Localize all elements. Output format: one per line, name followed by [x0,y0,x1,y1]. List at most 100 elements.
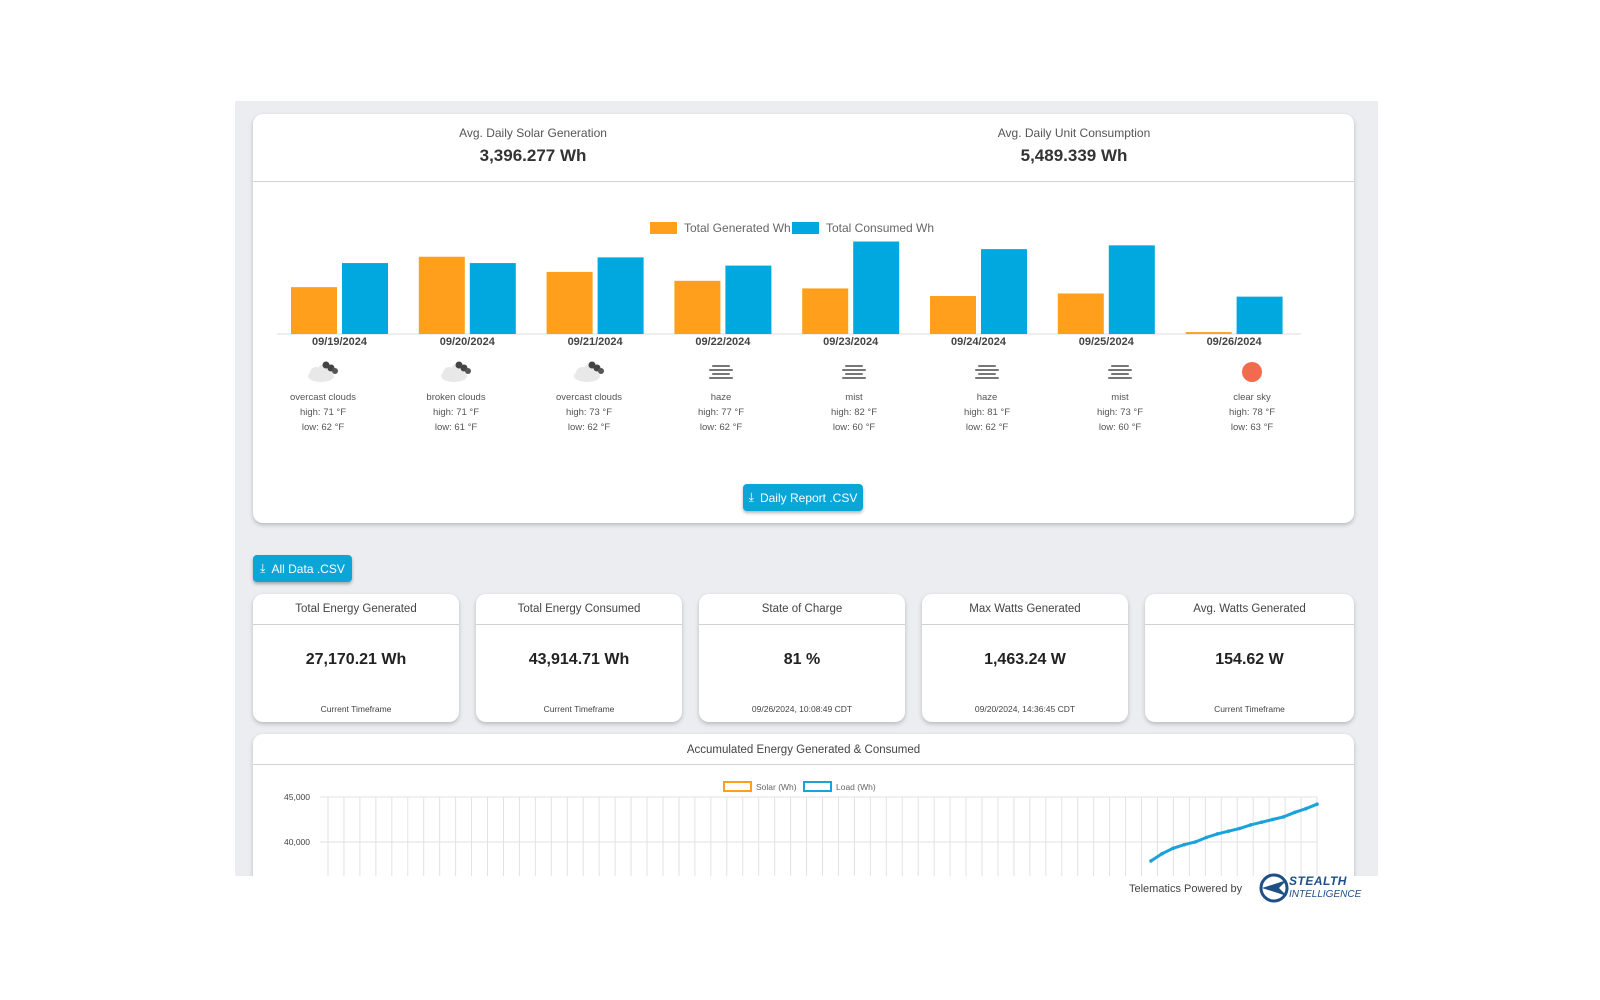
bar-consumed-1[interactable] [469,263,516,334]
accumulated-chart-title: Accumulated Energy Generated & Consumed [686,744,921,756]
weather-description: overcast clouds [555,392,622,403]
stat-value: 27,170.21 Wh [305,651,407,668]
weather-day: overcast clouds high: 73 °F low: 62 °F [534,359,644,435]
bar-consumed-2[interactable] [597,257,644,334]
mist-icon [799,359,909,385]
stat-value: 43,914.71 Wh [528,651,630,668]
weather-high: high: 73 °F [565,407,613,418]
date-label: 09/23/2024 [823,336,879,348]
load-series-point[interactable] [1182,842,1186,847]
bar-generated-0[interactable] [291,287,337,334]
stat-footnote: Current Timeframe [320,704,392,714]
summary-divider [253,181,1354,182]
load-series-point[interactable] [1226,829,1231,833]
stat-title: Total Energy Generated [295,603,417,615]
weather-low: low: 63 °F [1230,422,1274,433]
load-series-point[interactable] [1193,840,1198,844]
stat-divider [922,624,1128,625]
weather-description: mist [845,392,863,403]
bar-consumed-6[interactable] [1108,245,1155,334]
load-series-point[interactable] [1315,802,1319,806]
stat-value: 81 % [783,651,821,668]
daily-report-csv-button[interactable]: ⤓ Daily Report .CSV [743,484,863,511]
stat-footnote: 09/20/2024, 14:36:45 CDT [974,704,1076,714]
weather-description: mist [1111,392,1129,403]
weather-description: clear sky [1233,392,1271,403]
legend-solar-swatch[interactable] [723,781,752,792]
stat-divider [1145,624,1354,625]
bar-generated-7[interactable] [1185,332,1232,334]
stat-value: 1,463.24 W [984,651,1066,668]
load-series-line [1150,802,1318,863]
weather-day: broken clouds high: 71 °F low: 61 °F [401,359,511,435]
load-series-point[interactable] [1149,859,1153,863]
avg-solar-label: Avg. Daily Solar Generation [459,126,607,140]
daily-energy-bar-chart [277,241,1301,335]
date-label: 09/24/2024 [950,336,1007,348]
all-data-csv-label: All Data .CSV [271,561,345,576]
bar-generated-3[interactable] [674,280,721,334]
clear-sky-icon [1197,359,1307,385]
bar-generated-2[interactable] [546,271,593,334]
weather-low: low: 61 °F [434,422,478,433]
load-series-point[interactable] [1259,820,1264,824]
date-label: 09/19/2024 [311,336,368,348]
date-label: 09/25/2024 [1078,336,1134,348]
y-tick-label: 40,000 [284,837,310,847]
load-series-point[interactable] [1237,826,1242,831]
load-series-point[interactable] [1293,810,1297,815]
stat-title: Avg. Watts Generated [1193,603,1306,615]
legend-load-swatch[interactable] [803,781,832,792]
stat-divider [476,624,682,625]
all-data-csv-button[interactable]: ⤓ All Data .CSV [253,555,352,582]
legend-consumed-swatch [792,222,819,234]
broken-clouds-icon [401,359,511,385]
bar-consumed-4[interactable] [853,241,900,334]
stat-footnote: Current Timeframe [1214,704,1285,714]
legend-generated-swatch [650,222,677,234]
accumulated-energy-line-chart: Solar (Wh) Load (Wh) 45,000 40,000 [284,781,1319,876]
load-series-point[interactable] [1171,846,1175,851]
accumulated-energy-card: Accumulated Energy Generated & Consumed … [253,734,1354,876]
legend-generated[interactable]: Total Generated Wh [650,221,791,235]
bar-generated-6[interactable] [1057,293,1104,334]
weather-high: high: 82 °F [830,407,878,418]
avg-consumption-label: Avg. Daily Unit Consumption [997,126,1151,140]
date-label: 09/21/2024 [567,336,623,348]
load-series-point[interactable] [1304,806,1308,811]
stat-card-total-generated: Total Energy Generated 27,170.21 Wh Curr… [253,594,459,722]
mist-icon [1065,359,1175,385]
bar-generated-1[interactable] [418,256,465,334]
stat-footnote: Current Timeframe [543,704,615,714]
load-series-point[interactable] [1215,832,1220,836]
weather-low: low: 60 °F [1098,422,1142,433]
weather-day: mist high: 82 °F low: 60 °F [799,359,909,435]
weather-low: low: 60 °F [832,422,876,433]
stat-card-state-of-charge: State of Charge 81 % 09/26/2024, 10:08:4… [699,594,905,722]
weather-low: low: 62 °F [567,422,611,433]
stat-divider [253,624,459,625]
weather-day: overcast clouds high: 71 °F low: 62 °F [268,359,378,435]
load-series-point[interactable] [1270,817,1275,822]
load-series-point[interactable] [1204,835,1209,840]
load-series-point[interactable] [1160,851,1164,856]
powered-by-text: Telematics Powered by [1129,883,1243,895]
legend-consumed[interactable]: Total Consumed Wh [792,221,934,235]
legend-load-label[interactable]: Load (Wh) [836,782,876,792]
bar-consumed-0[interactable] [342,263,388,334]
bar-consumed-3[interactable] [725,265,772,334]
load-series-point[interactable] [1248,823,1253,827]
bar-consumed-5[interactable] [981,249,1027,334]
load-series-point[interactable] [1282,815,1286,819]
stat-footnote: 09/26/2024, 10:08:49 CDT [751,704,853,714]
logo-mark-icon [1259,873,1289,903]
bar-generated-5[interactable] [930,296,976,334]
stat-card-max-watts: Max Watts Generated 1,463.24 W 09/20/202… [922,594,1128,722]
bar-consumed-7[interactable] [1236,296,1283,334]
weather-high: high: 71 °F [432,407,480,418]
stealth-intelligence-logo: STEALTH INTELLIGENCE [1259,872,1361,904]
weather-high: high: 78 °F [1228,407,1276,418]
weather-day: mist high: 73 °F low: 60 °F [1065,359,1175,435]
legend-solar-label[interactable]: Solar (Wh) [756,782,797,792]
bar-generated-4[interactable] [802,288,849,334]
